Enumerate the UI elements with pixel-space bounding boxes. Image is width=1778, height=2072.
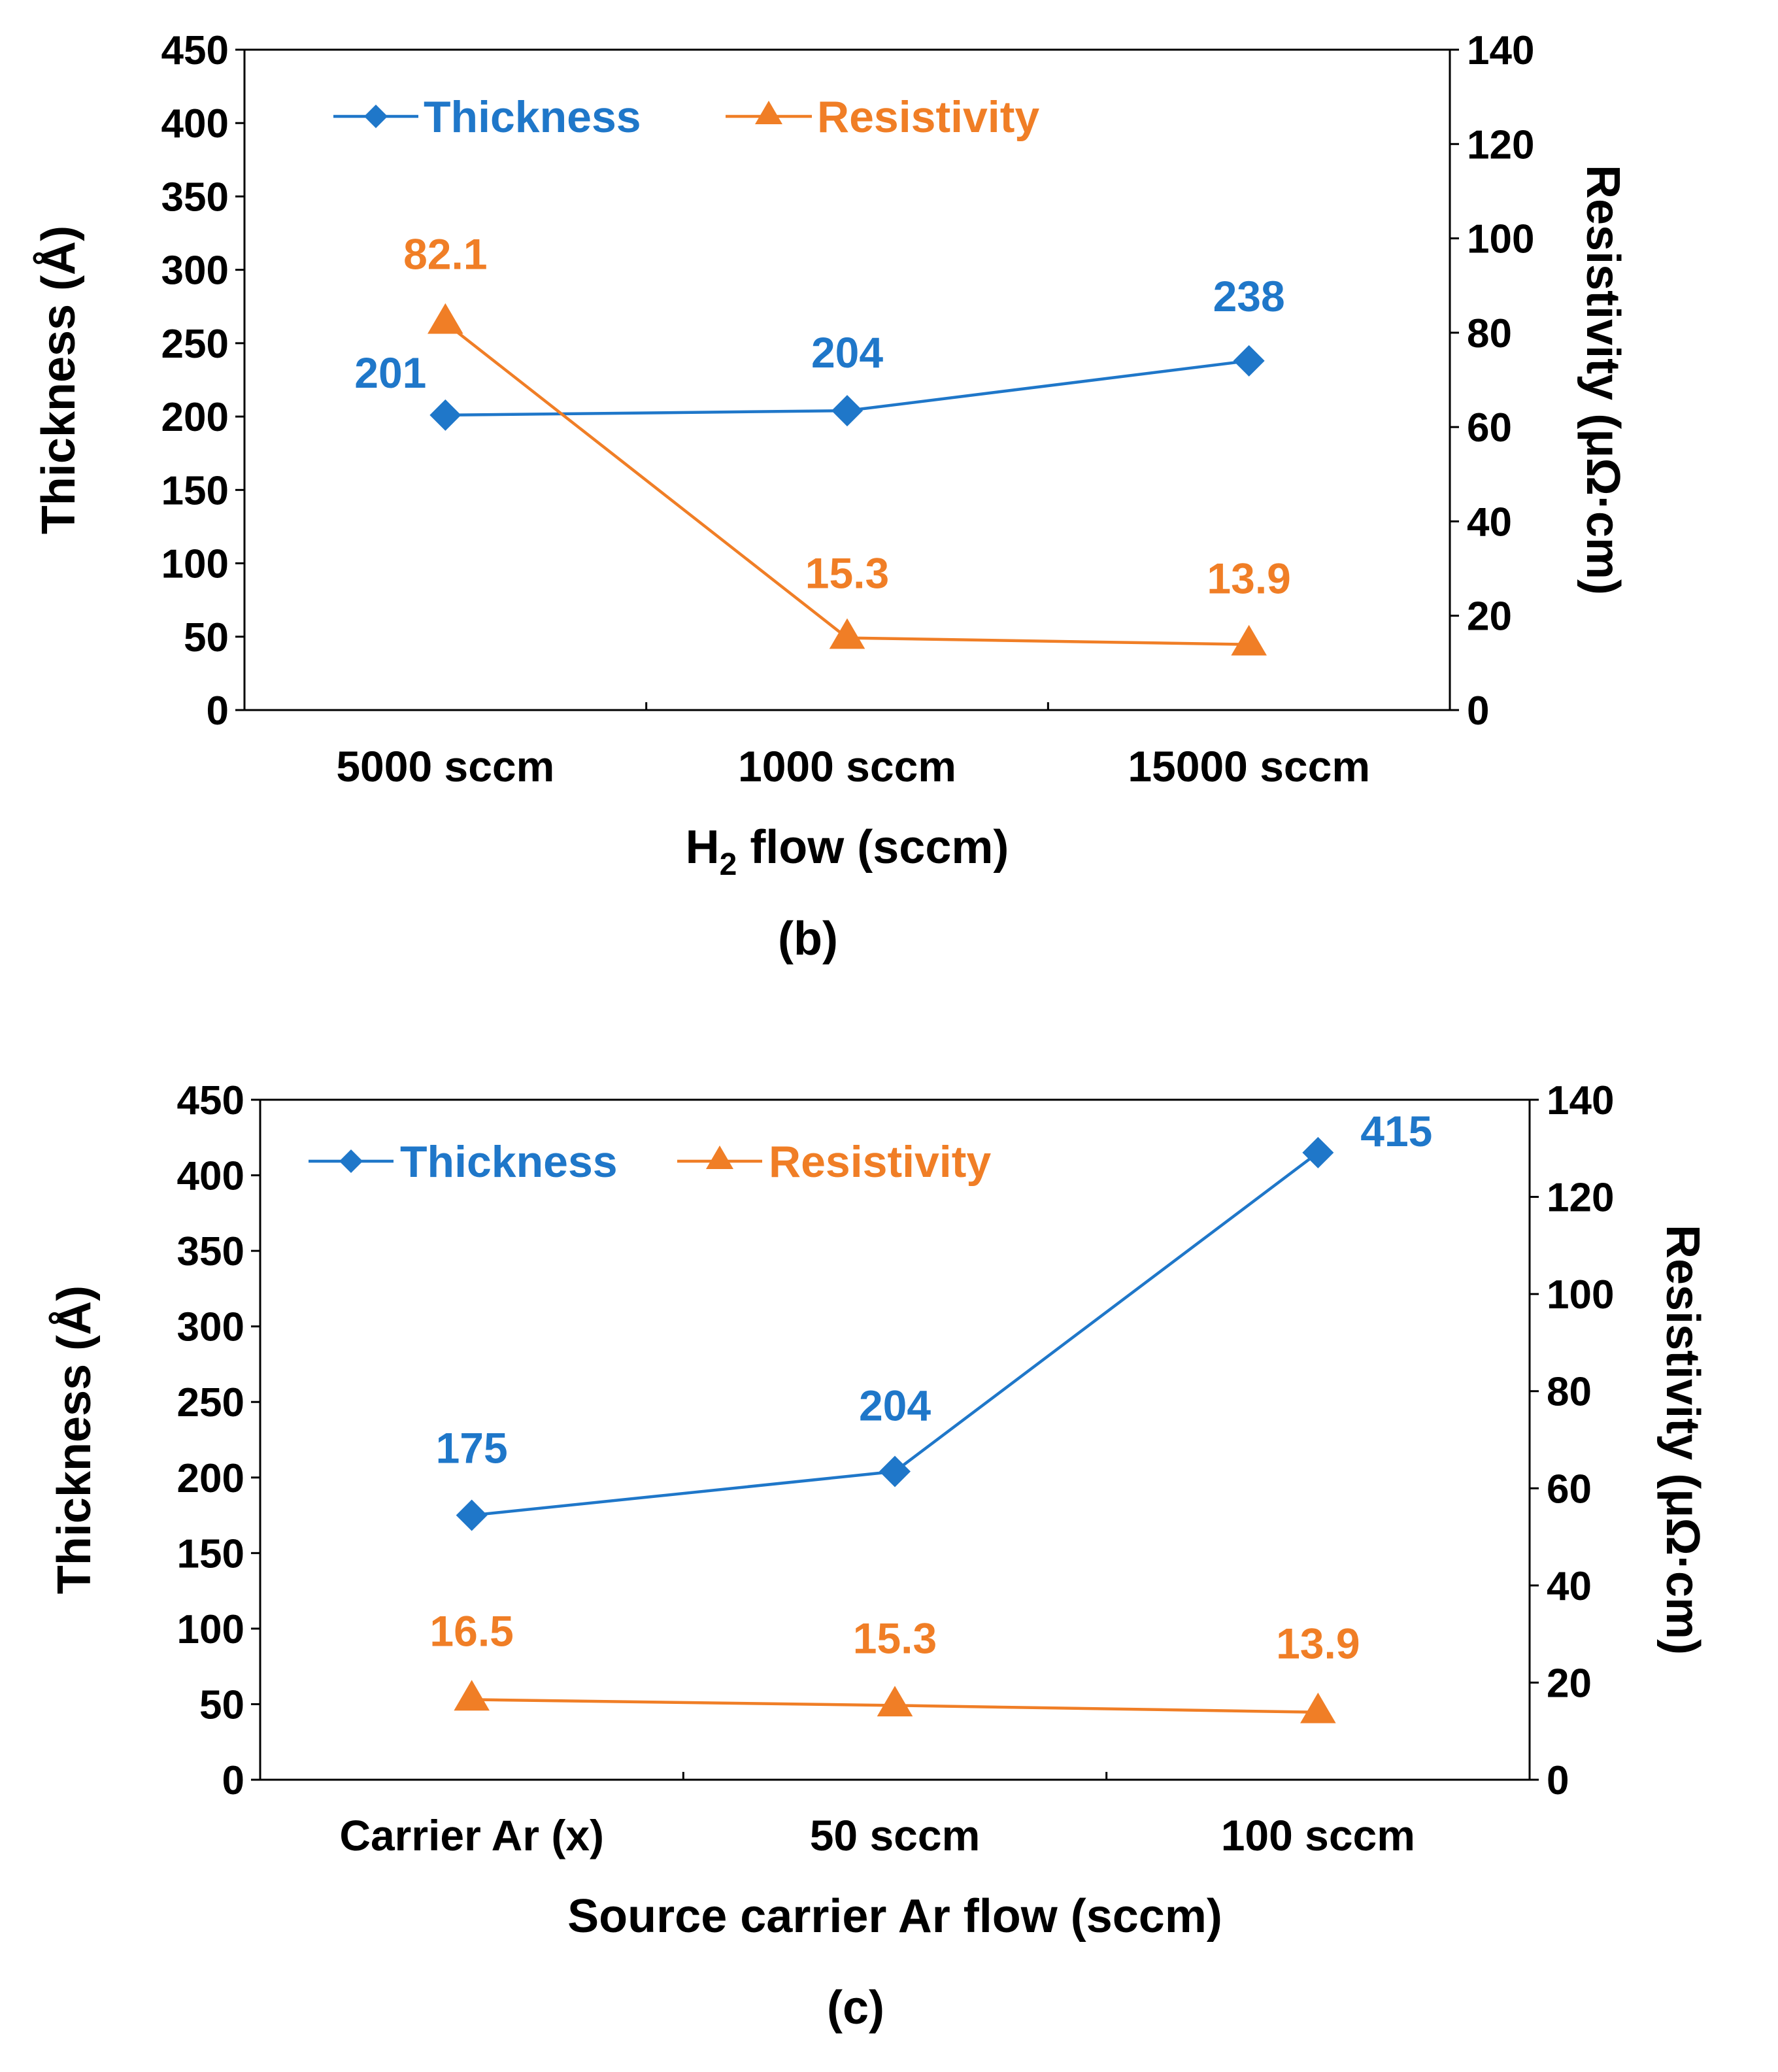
resistivity-point [1231,624,1267,656]
x-category-label: 50 sccm [810,1811,981,1860]
thickness-data-label: 415 [1360,1107,1432,1155]
y-tick-label: 450 [161,28,229,73]
chart-panel-b: 0 50 100 150 200 250 300 350 400 450 0 20 40 60 80 100 1… [33,28,1629,965]
y2-axis-title: Resistivity (μΩ·cm) [1656,1225,1709,1655]
x-category-label: Carrier Ar (x) [339,1811,604,1860]
legend-resistivity-label: Resistivity [769,1137,991,1187]
y2-tick-label: 100 [1467,217,1534,262]
y2-tick-label: 60 [1547,1467,1592,1512]
x-category-label: 1000 sccm [738,742,956,790]
y2-tick-label: 80 [1547,1370,1592,1415]
y2-tick-label: 20 [1467,594,1512,639]
x-axis-title: Source carrier Ar flow (sccm) [567,1890,1222,1943]
x-category-label: 5000 sccm [336,742,554,790]
y-tick-label: 250 [177,1380,244,1425]
panel-label: (b) [778,913,838,965]
thickness-data-label: 204 [859,1382,931,1430]
resistivity-data-label: 16.5 [429,1606,513,1655]
resistivity-point [829,618,865,649]
chart-panel-c: 0 50 100 150 200 250 300 350 400 450 0 20 40 60 80 100 1… [48,1078,1709,2034]
y-tick-label: 150 [161,468,229,513]
y2-tick-label: 0 [1547,1758,1569,1803]
thickness-data-label: 175 [436,1424,508,1472]
y-tick-label: 300 [161,248,229,294]
resistivity-point [428,303,463,334]
y2-tick-label: 100 [1547,1272,1614,1317]
x-category-label: 100 sccm [1221,1811,1415,1860]
y-tick-label: 100 [161,542,229,587]
y-tick-label: 200 [177,1456,244,1501]
y2-tick-label: 140 [1547,1078,1614,1123]
panel-label: (c) [827,1982,884,2034]
y2-tick-label: 0 [1467,688,1489,734]
legend-resistivity-label: Resistivity [817,92,1039,142]
plot-frame [259,1098,1531,1781]
thickness-point [879,1455,911,1487]
y-tick-label: 450 [177,1078,244,1123]
thickness-data-label: 204 [811,328,883,377]
y-tick-label: 50 [184,615,229,660]
resistivity-data-label: 82.1 [403,230,487,279]
thickness-point [1302,1136,1334,1168]
y2-tick-label: 120 [1547,1176,1614,1221]
y2-tick-label: 80 [1467,311,1512,356]
y-tick-label: 0 [207,688,229,734]
y2-axis-title: Resistivity (μΩ·cm) [1577,165,1629,595]
legend-diamond-icon [339,1149,363,1173]
x-axis-title: H2 flow (sccm) [686,821,1009,882]
y-axis-title: Thickness (Å) [48,1285,101,1594]
resistivity-point [877,1686,913,1717]
y2-tick-label: 20 [1547,1661,1592,1706]
y2-tick-label: 40 [1467,500,1512,545]
y-tick-label: 300 [177,1305,244,1350]
y-tick-label: 150 [177,1531,244,1576]
y2-tick-label: 120 [1467,122,1534,167]
x-category-label: 15000 sccm [1128,742,1370,790]
y-tick-label: 400 [177,1154,244,1199]
y-tick-label: 350 [177,1229,244,1274]
y-tick-label: 250 [161,322,229,367]
y-tick-label: 0 [222,1758,244,1803]
thickness-data-label: 238 [1213,272,1285,320]
legend-triangle-icon [706,1146,733,1169]
thickness-point [831,395,863,427]
y2-tick-label: 60 [1467,405,1512,450]
thickness-point [1233,345,1265,377]
resistivity-data-label: 15.3 [853,1614,937,1662]
y-tick-label: 350 [161,175,229,220]
resistivity-point [454,1680,490,1711]
y2-tick-label: 140 [1467,28,1534,73]
y2-tick-label: 40 [1547,1564,1592,1609]
resistivity-data-label: 13.9 [1276,1620,1360,1668]
thickness-point [456,1499,488,1531]
thickness-point [429,399,461,431]
y-tick-label: 200 [161,395,229,440]
legend-triangle-icon [755,101,782,124]
y-tick-label: 400 [161,101,229,146]
legend-thickness-label: Thickness [424,92,641,142]
legend-thickness-label: Thickness [400,1137,618,1187]
y-tick-label: 50 [199,1682,244,1727]
y-tick-label: 100 [177,1607,244,1652]
legend-diamond-icon [364,105,388,128]
y-axis-title: Thickness (Å) [33,226,85,534]
thickness-data-label: 201 [354,348,426,397]
resistivity-point [1300,1692,1336,1724]
plot-frame [243,48,1451,711]
resistivity-data-label: 13.9 [1207,554,1290,603]
resistivity-data-label: 15.3 [805,549,889,598]
